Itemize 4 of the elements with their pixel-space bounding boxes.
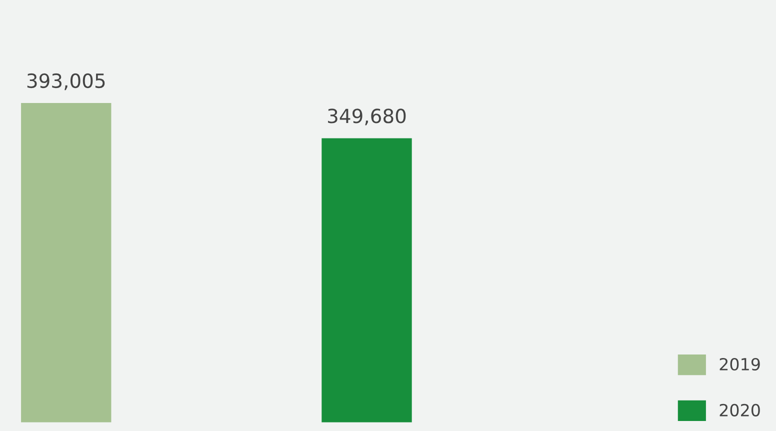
data-label: 349,680 [328, 108, 406, 126]
legend-label: 2020 [720, 404, 760, 416]
legend-label: 2019 [720, 358, 760, 371]
data-label: 393,005 [27, 73, 105, 90]
